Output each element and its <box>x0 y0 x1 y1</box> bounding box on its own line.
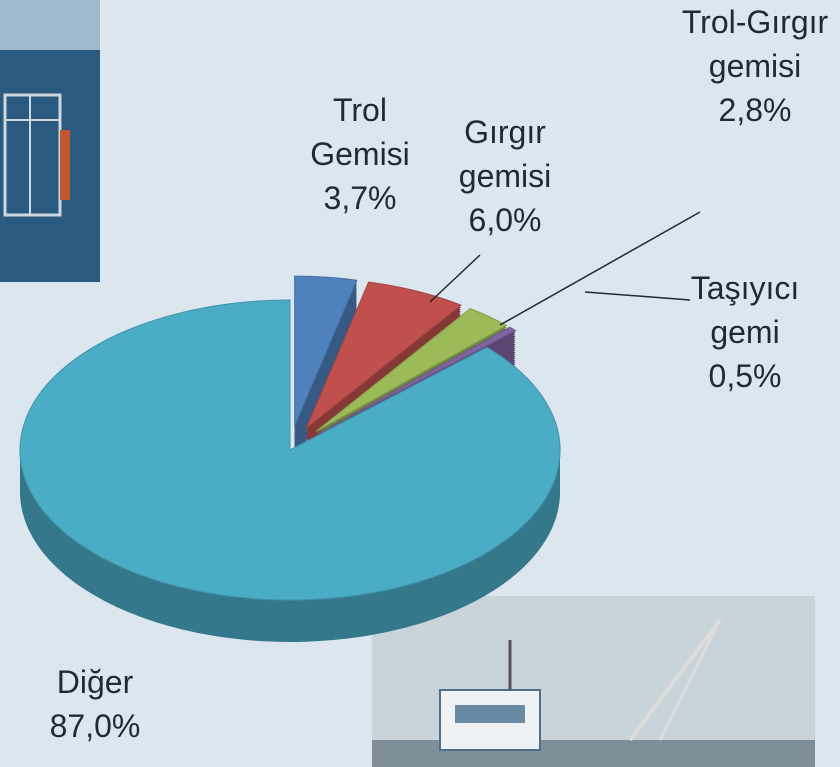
value-label: 0,5% <box>670 354 820 398</box>
value-label: 3,7% <box>300 176 420 220</box>
category-label: Trol-Gırgır gemisi <box>680 0 830 88</box>
value-label: 2,8% <box>680 88 830 132</box>
boat-photo <box>372 596 815 767</box>
category-label: Gırgır gemisi <box>440 110 570 198</box>
sea-photo <box>0 0 100 282</box>
category-label: Diğer <box>30 660 160 704</box>
category-label: Trol Gemisi <box>300 88 420 176</box>
value-label: 87,0% <box>30 704 160 748</box>
leader-line <box>430 255 480 302</box>
category-label: Taşıyıcı gemi <box>670 266 820 354</box>
slide: Trol Gemisi3,7%Gırgır gemisi6,0%Trol-Gır… <box>0 0 840 767</box>
value-label: 6,0% <box>440 198 570 242</box>
